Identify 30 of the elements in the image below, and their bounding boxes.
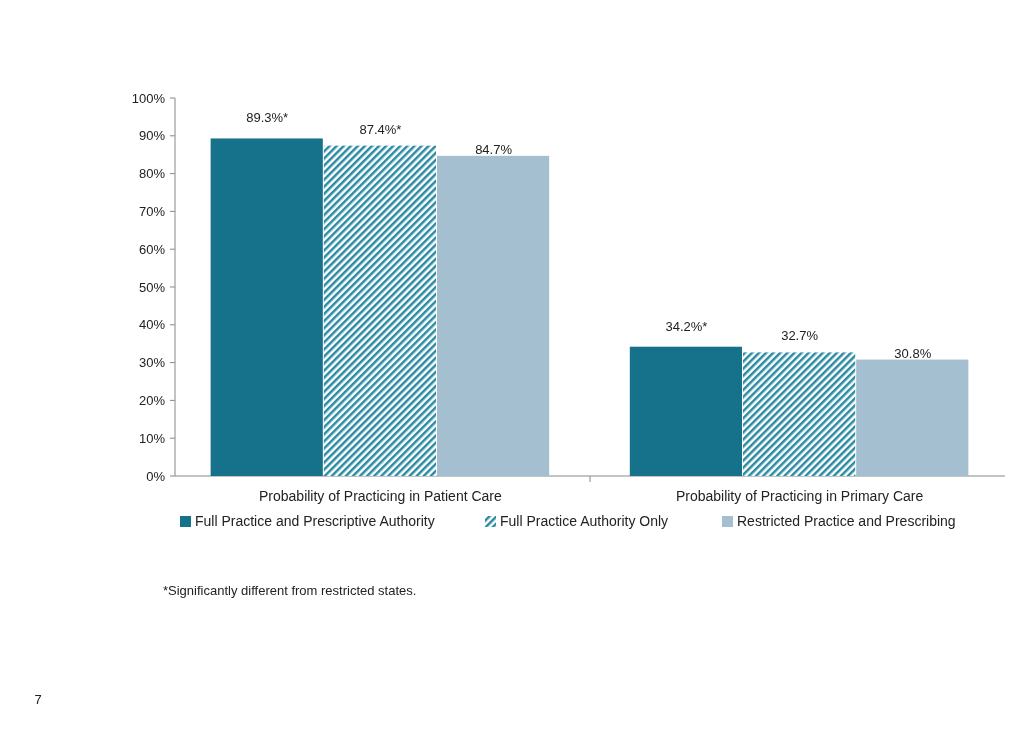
- y-tick-label: 10%: [138, 430, 166, 446]
- data-label: 34.2%*: [665, 318, 708, 334]
- y-tick-label: 90%: [138, 128, 166, 144]
- bar: [629, 346, 743, 476]
- y-tick-label: 80%: [138, 166, 166, 182]
- data-label: 32.7%: [781, 328, 819, 344]
- data-label: 84.7%: [475, 141, 513, 157]
- y-tick-label: 60%: [138, 241, 166, 257]
- text: 7: [34, 692, 42, 707]
- bar: [323, 145, 436, 476]
- bar: [437, 155, 550, 476]
- data-label: 89.3%*: [246, 110, 289, 126]
- x-tick-label: Probability of Practicing in Patient Care: [259, 488, 502, 504]
- text: *Significantly different from restricted states.: [163, 583, 417, 598]
- legend-label: Restricted Practice and Prescribing: [737, 513, 956, 529]
- x-tick-label: Probability of Practicing in Primary Care: [675, 488, 924, 504]
- bar: [743, 352, 856, 476]
- y-tick-label: 20%: [138, 392, 166, 408]
- bar: [856, 359, 969, 476]
- legend-label: Full Practice and Prescriptive Authority: [195, 513, 435, 529]
- y-tick-label: 30%: [138, 355, 166, 371]
- data-label: 87.4%*: [359, 121, 402, 137]
- y-tick-label: 0%: [146, 468, 166, 484]
- y-tick-label: 40%: [138, 317, 166, 333]
- data-label: 30.8%: [894, 345, 932, 361]
- bar: [210, 138, 323, 476]
- y-tick-label: 100%: [131, 90, 166, 106]
- y-tick-label: 70%: [138, 203, 166, 219]
- y-tick-label: 50%: [138, 279, 166, 295]
- legend-label: Full Practice Authority Only: [500, 513, 669, 529]
